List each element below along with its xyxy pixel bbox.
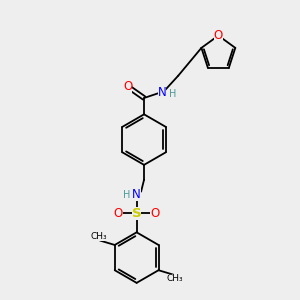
Text: N: N bbox=[158, 85, 166, 98]
Text: O: O bbox=[150, 206, 160, 220]
Text: O: O bbox=[114, 206, 123, 220]
Text: H: H bbox=[169, 88, 177, 98]
Text: H: H bbox=[122, 190, 130, 200]
Text: N: N bbox=[132, 188, 141, 201]
Text: O: O bbox=[214, 29, 223, 42]
Text: S: S bbox=[132, 206, 141, 220]
Text: CH₃: CH₃ bbox=[90, 232, 107, 242]
Text: O: O bbox=[123, 80, 132, 93]
Text: CH₃: CH₃ bbox=[167, 274, 183, 283]
